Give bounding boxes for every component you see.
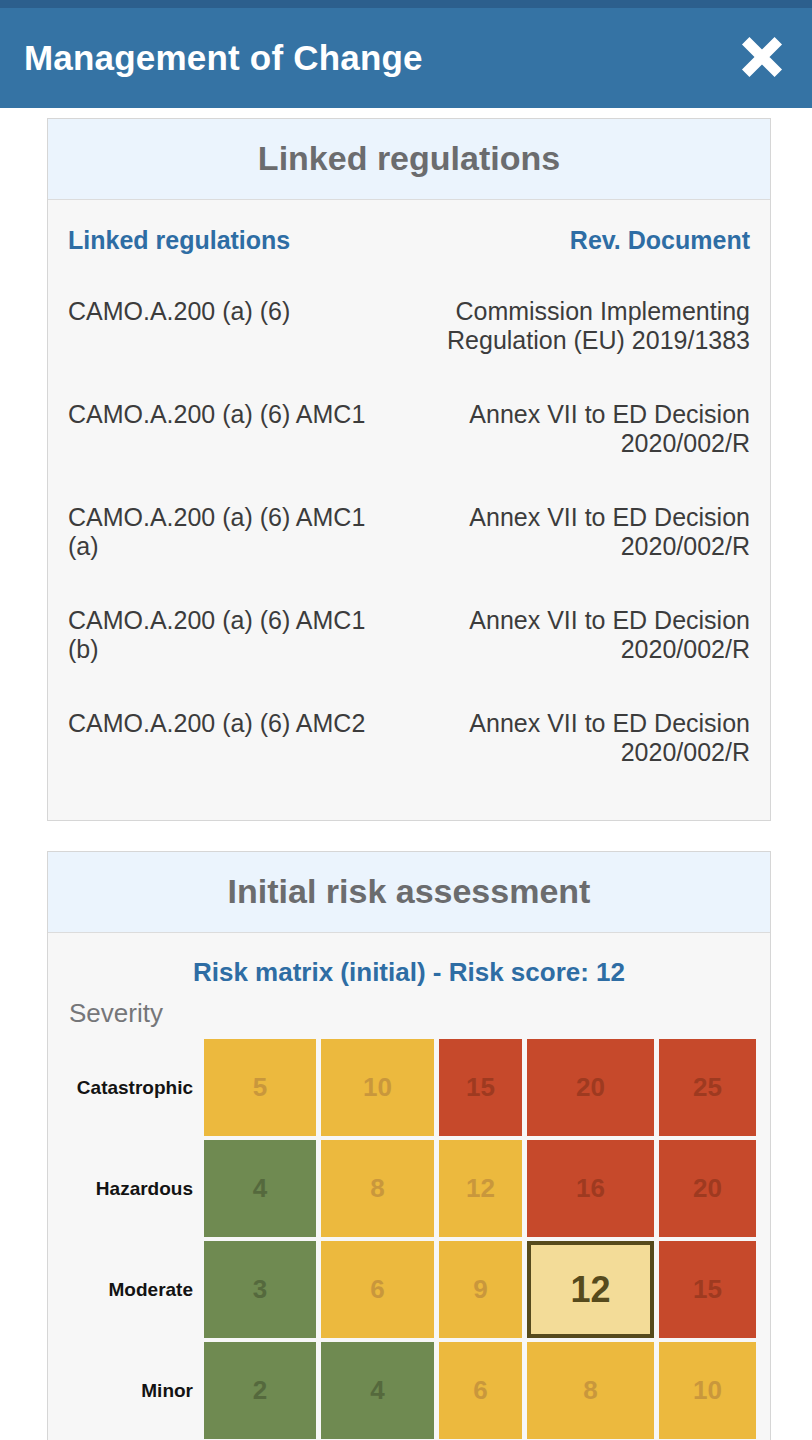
matrix-cell[interactable]: 15 <box>659 1241 756 1338</box>
risk-matrix: Catastrophic 5 10 15 20 25 Hazardous 4 8… <box>49 1039 770 1440</box>
regulation-cell: CAMO.A.200 (a) (6) AMC1 (b) <box>68 584 382 687</box>
linked-regulations-table: Linked regulations Rev. Document CAMO.A.… <box>68 226 750 790</box>
matrix-cell[interactable]: 25 <box>659 1039 756 1136</box>
linked-regulations-panel-header: Linked regulations <box>48 119 770 200</box>
document-cell: Annex VII to ED Decision 2020/002/R <box>382 584 750 687</box>
page-title: Management of Change <box>24 38 423 78</box>
document-cell: Commission Implementing Regulation (EU) … <box>382 275 750 378</box>
matrix-cell[interactable]: 2 <box>204 1342 316 1439</box>
matrix-cell-selected[interactable]: 12 <box>527 1241 654 1338</box>
risk-matrix-wrap: Risk matrix (initial) - Risk score: 12 S… <box>48 933 770 1440</box>
initial-risk-panel: Initial risk assessment Risk matrix (ini… <box>47 851 771 1440</box>
matrix-cell[interactable]: 12 <box>439 1140 522 1237</box>
modal-header: Management of Change <box>0 8 812 108</box>
document-cell: Annex VII to ED Decision 2020/002/R <box>382 378 750 481</box>
close-icon <box>739 34 785 83</box>
matrix-cell[interactable]: 6 <box>321 1241 434 1338</box>
initial-risk-panel-header: Initial risk assessment <box>48 852 770 933</box>
row-label-hazardous: Hazardous <box>49 1140 199 1237</box>
matrix-cell[interactable]: 3 <box>204 1241 316 1338</box>
table-row: CAMO.A.200 (a) (6) AMC2 Annex VII to ED … <box>68 687 750 790</box>
linked-regulations-table-wrap: Linked regulations Rev. Document CAMO.A.… <box>48 200 770 820</box>
matrix-cell[interactable]: 4 <box>321 1342 434 1439</box>
matrix-cell[interactable]: 9 <box>439 1241 522 1338</box>
matrix-cell[interactable]: 6 <box>439 1342 522 1439</box>
matrix-cell[interactable]: 10 <box>659 1342 756 1439</box>
table-row: CAMO.A.200 (a) (6) AMC1 Annex VII to ED … <box>68 378 750 481</box>
table-row: CAMO.A.200 (a) (6) AMC1 (a) Annex VII to… <box>68 481 750 584</box>
matrix-cell[interactable]: 20 <box>527 1039 654 1136</box>
linked-regulations-panel: Linked regulations Linked regulations Re… <box>47 118 771 821</box>
matrix-cell[interactable]: 16 <box>527 1140 654 1237</box>
matrix-cell[interactable]: 8 <box>527 1342 654 1439</box>
row-label-minor: Minor <box>49 1342 199 1439</box>
row-label-moderate: Moderate <box>49 1241 199 1338</box>
column-header-linked-regulations: Linked regulations <box>68 226 382 275</box>
matrix-cell[interactable]: 15 <box>439 1039 522 1136</box>
table-row: CAMO.A.200 (a) (6) AMC1 (b) Annex VII to… <box>68 584 750 687</box>
column-header-rev-document: Rev. Document <box>382 226 750 275</box>
regulation-cell: CAMO.A.200 (a) (6) <box>68 275 382 378</box>
row-label-catastrophic: Catastrophic <box>49 1039 199 1136</box>
table-row: CAMO.A.200 (a) (6) Commission Implementi… <box>68 275 750 378</box>
initial-risk-panel-title: Initial risk assessment <box>228 872 591 910</box>
close-button[interactable] <box>738 34 786 82</box>
linked-regulations-panel-title: Linked regulations <box>258 139 560 177</box>
matrix-cell[interactable]: 4 <box>204 1140 316 1237</box>
matrix-cell[interactable]: 8 <box>321 1140 434 1237</box>
matrix-cell[interactable]: 20 <box>659 1140 756 1237</box>
matrix-cell[interactable]: 10 <box>321 1039 434 1136</box>
matrix-cell[interactable]: 5 <box>204 1039 316 1136</box>
severity-axis-label: Severity <box>69 998 770 1029</box>
document-cell: Annex VII to ED Decision 2020/002/R <box>382 481 750 584</box>
regulation-cell: CAMO.A.200 (a) (6) AMC1 (a) <box>68 481 382 584</box>
top-status-strip <box>0 0 812 8</box>
regulation-cell: CAMO.A.200 (a) (6) AMC2 <box>68 687 382 790</box>
risk-matrix-title: Risk matrix (initial) - Risk score: 12 <box>48 957 770 988</box>
regulation-cell: CAMO.A.200 (a) (6) AMC1 <box>68 378 382 481</box>
document-cell: Annex VII to ED Decision 2020/002/R <box>382 687 750 790</box>
